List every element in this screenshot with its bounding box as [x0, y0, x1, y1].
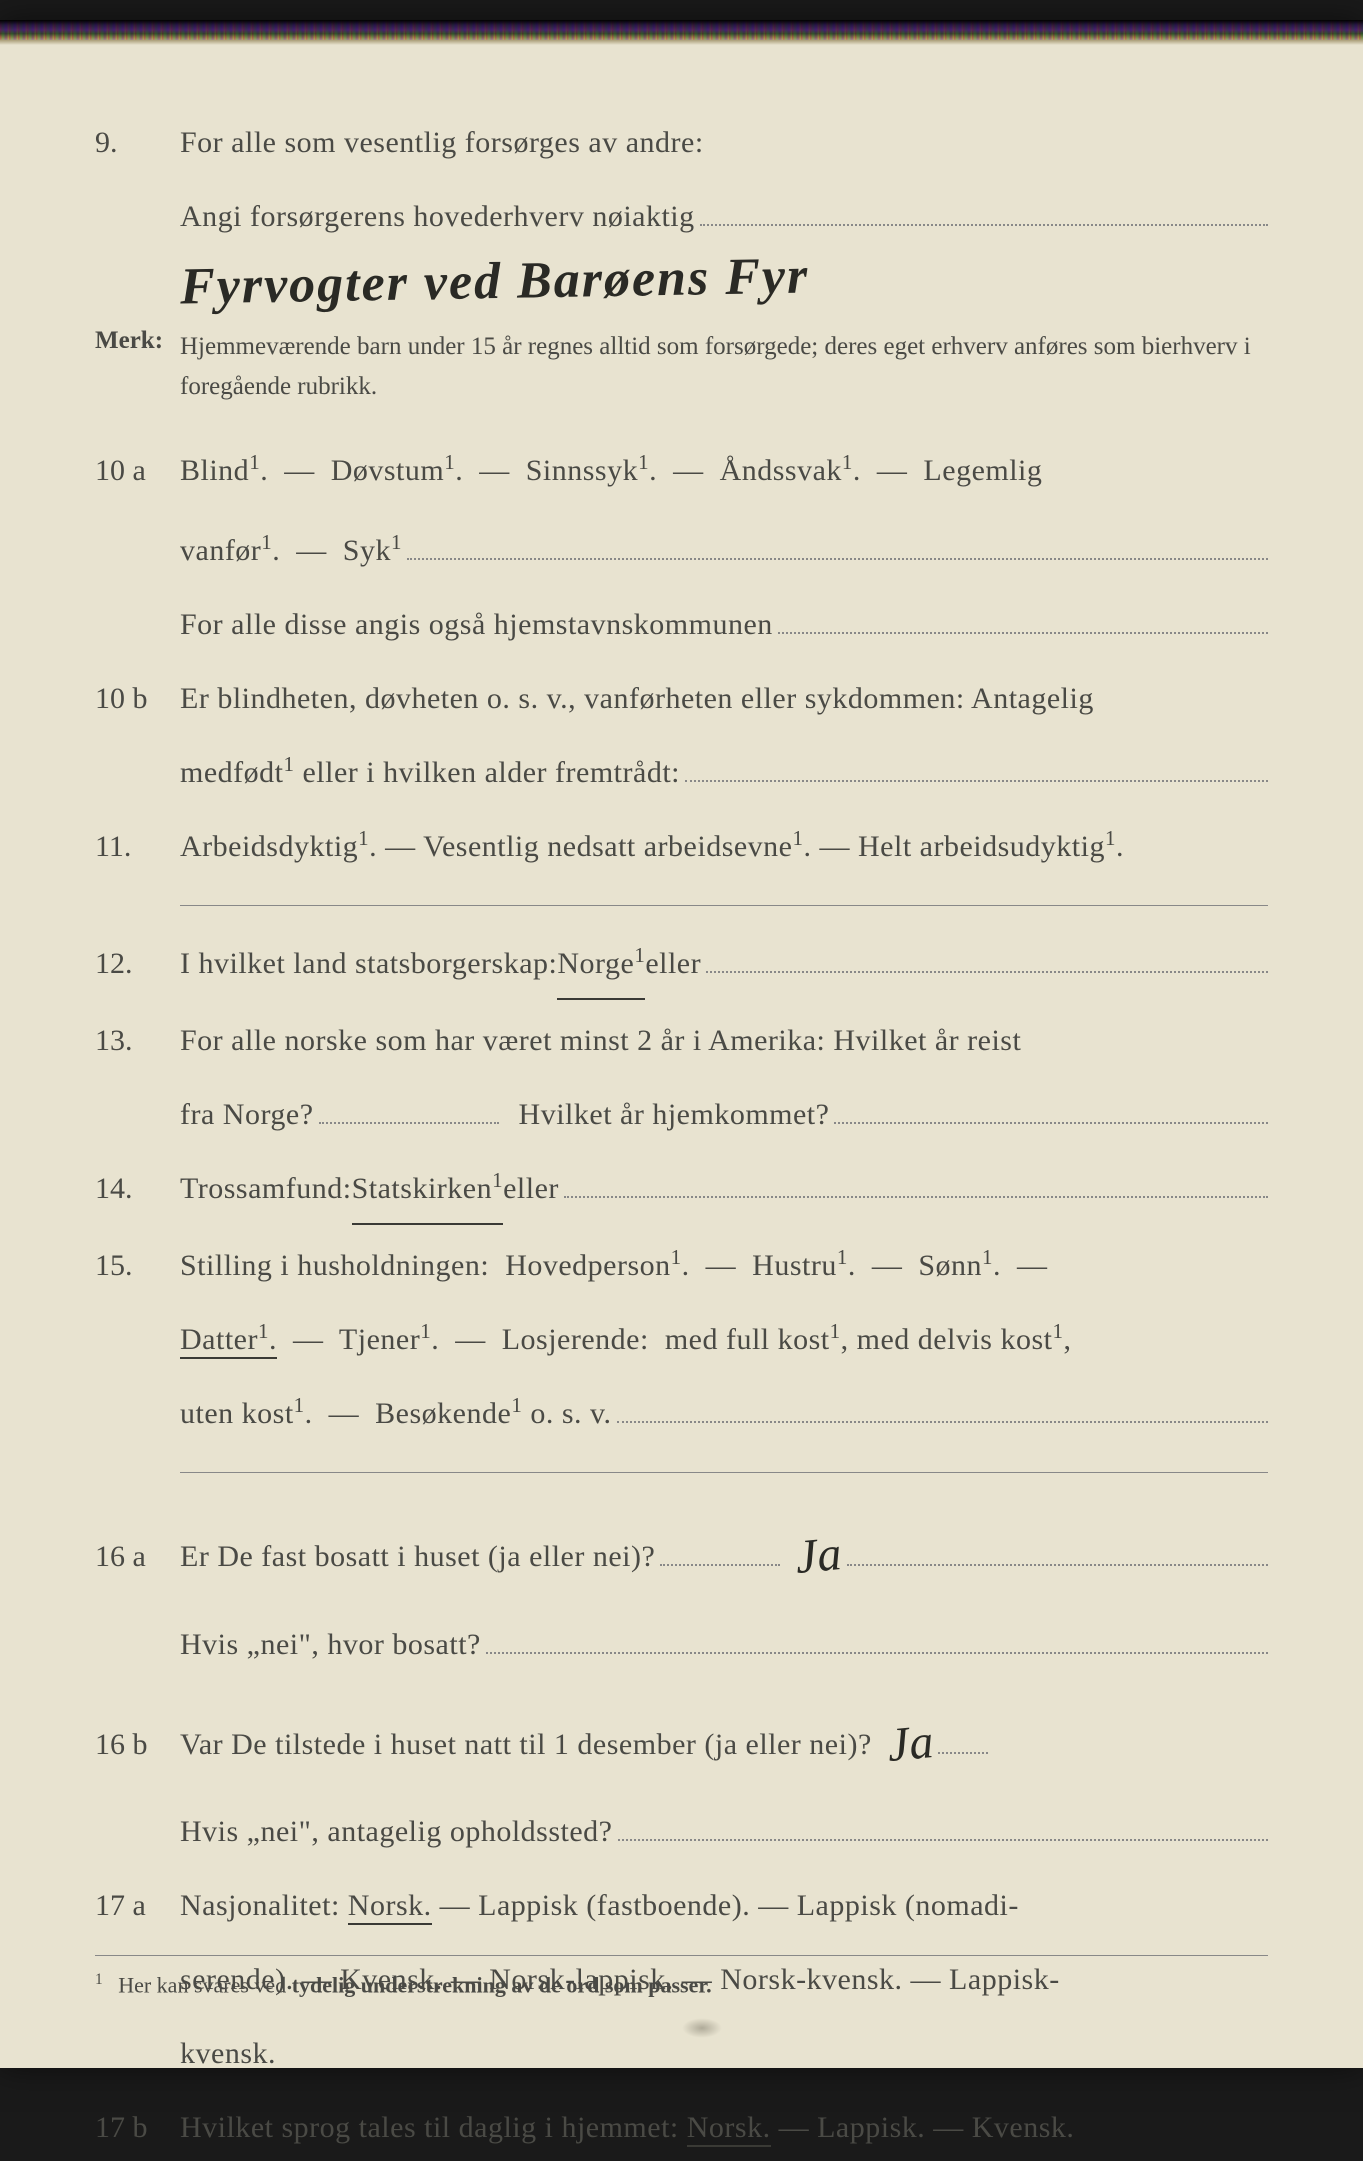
question-10a: 10 a Blind1. — Døvstum1. — Sinnssyk1. — …: [95, 432, 1268, 510]
footnote-text-prefix: Her kan svares ved: [118, 1972, 292, 1997]
question-text: Er blindheten, døvheten o. s. v., vanfør…: [180, 666, 1268, 732]
question-text: — Lappisk (fastboende). — Lappisk (nomad…: [440, 1889, 1019, 1922]
question-number: 10 b: [95, 666, 180, 732]
question-text: eller: [503, 1156, 559, 1222]
question-text: uten kost1. — Besøkende1 o. s. v.: [180, 1381, 612, 1447]
question-number: 10 a: [95, 438, 180, 504]
dotted-line: [407, 558, 1268, 560]
question-17b: 17 b Hvilket sprog tales til daglig i hj…: [95, 2095, 1268, 2161]
question-11: 11. Arbeidsdyktig1. — Vesentlig nedsatt …: [95, 814, 1268, 880]
question-16a: 16 a Er De fast bosatt i huset (ja eller…: [95, 1498, 1268, 1604]
dotted-line: [685, 780, 1268, 782]
question-text: Angi forsørgerens hovederhverv nøiaktig: [180, 184, 695, 250]
underlined-answer: Datter1.: [180, 1323, 277, 1359]
question-text: Var De tilstede i huset natt til 1 desem…: [180, 1712, 872, 1778]
dotted-line: [486, 1652, 1268, 1654]
question-9: 9. For alle som vesentlig forsørges av a…: [95, 110, 1268, 176]
question-text: — Lappisk. — Kvensk.: [779, 2111, 1075, 2144]
question-16b-line2: Hvis „nei", antagelig opholdssted?: [95, 1799, 1268, 1865]
question-16a-line2: Hvis „nei", hvor bosatt?: [95, 1612, 1268, 1678]
question-15-line2: Datter1. — Tjener1. — Losjerende: med fu…: [95, 1307, 1268, 1373]
paper-smudge: [682, 2018, 722, 2038]
question-9-line2: Angi forsørgerens hovederhverv nøiaktig: [95, 184, 1268, 250]
question-text: vanfør1. — Syk1: [180, 518, 402, 584]
dotted-line: [847, 1564, 1268, 1566]
question-text: Hvilket år hjemkommet?: [519, 1082, 830, 1148]
question-10a-line2: vanfør1. — Syk1: [95, 518, 1268, 584]
merk-note: Merk: Hjemmeværende barn under 15 år reg…: [95, 327, 1268, 407]
underlined-answer: Statskirken1: [352, 1156, 504, 1225]
question-10b: 10 b Er blindheten, døvheten o. s. v., v…: [95, 666, 1268, 732]
dotted-line: [319, 1122, 499, 1124]
question-text: Blind1. — Døvstum1. — Sinnssyk1. — Åndss…: [180, 454, 1042, 487]
question-text: Trossamfund:: [180, 1156, 352, 1222]
question-17a: 17 a Nasjonalitet: Norsk. — Lappisk (fas…: [95, 1873, 1268, 1939]
divider: [180, 905, 1268, 906]
merk-label: Merk:: [95, 327, 180, 407]
question-number: 11.: [95, 814, 180, 880]
dotted-line: [938, 1752, 988, 1754]
dotted-line: [564, 1196, 1268, 1198]
question-text: fra Norge?: [180, 1082, 314, 1148]
question-text: — Tjener1. — Losjerende: med full kost1,…: [285, 1323, 1072, 1356]
question-text: eller: [645, 931, 701, 997]
question-text: For alle som vesentlig forsørges av andr…: [180, 110, 1268, 176]
question-text: Hvilket sprog tales til daglig i hjemmet…: [180, 2111, 687, 2144]
underlined-answer: Norsk.: [687, 2111, 771, 2147]
merk-text: Hjemmeværende barn under 15 år regnes al…: [180, 327, 1268, 407]
question-text: Hvis „nei", hvor bosatt?: [180, 1612, 481, 1678]
question-text: Er De fast bosatt i huset (ja eller nei)…: [180, 1524, 655, 1590]
question-number: 13.: [95, 1008, 180, 1074]
underlined-answer: Norge1: [557, 931, 645, 1000]
question-number: 9.: [95, 110, 180, 176]
dotted-line: [834, 1122, 1268, 1124]
question-number: 12.: [95, 931, 180, 997]
dotted-line: [778, 632, 1268, 634]
census-form-page: 9. For alle som vesentlig forsørges av a…: [0, 20, 1363, 2068]
question-text: Nasjonalitet:: [180, 1889, 348, 1922]
footnote-text-bold: tydelig understrekning av de ord som pas…: [292, 1972, 712, 1997]
dotted-line: [618, 1839, 1269, 1841]
question-text: Stilling i husholdningen: Hovedperson1. …: [180, 1233, 1268, 1299]
question-number: 16 a: [95, 1524, 180, 1590]
question-13: 13. For alle norske som har været minst …: [95, 1008, 1268, 1074]
dotted-line: [617, 1421, 1268, 1423]
question-text: I hvilket land statsborgerskap:: [180, 931, 557, 997]
question-15-line3: uten kost1. — Besøkende1 o. s. v.: [95, 1381, 1268, 1447]
question-text: Arbeidsdyktig1. — Vesentlig nedsatt arbe…: [180, 814, 1268, 880]
handwritten-answer-16b: Ja: [883, 1689, 938, 1798]
question-number: 17 b: [95, 2095, 180, 2161]
question-13-line2: fra Norge? Hvilket år hjemkommet?: [95, 1082, 1268, 1148]
question-16b: 16 b Var De tilstede i huset natt til 1 …: [95, 1686, 1268, 1792]
scan-noise-artifact: [0, 20, 1363, 40]
handwritten-answer-q9: Fyrvogter ved Barøens Fyr: [180, 239, 1269, 317]
divider: [180, 1472, 1268, 1473]
question-10a-line3: For alle disse angis også hjemstavnskomm…: [95, 592, 1268, 658]
question-text: For alle disse angis også hjemstavnskomm…: [180, 592, 773, 658]
question-text: For alle norske som har været minst 2 år…: [180, 1008, 1268, 1074]
footnote-marker: 1: [95, 1971, 103, 1988]
question-text: kvensk.: [180, 2021, 1268, 2087]
underlined-answer: Norsk.: [348, 1889, 432, 1925]
handwritten-answer-16a: Ja: [791, 1501, 846, 1610]
question-number: 17 a: [95, 1873, 180, 1939]
question-number: 16 b: [95, 1712, 180, 1778]
question-text: Hvis „nei", antagelig opholdssted?: [180, 1799, 613, 1865]
question-15: 15. Stilling i husholdningen: Hovedperso…: [95, 1233, 1268, 1299]
footnote: 1 Her kan svares ved tydelig understrekn…: [95, 1955, 1268, 1998]
question-14: 14. Trossamfund: Statskirken1 eller: [95, 1156, 1268, 1225]
question-text: medfødt1 eller i hvilken alder fremtrådt…: [180, 740, 680, 806]
dotted-line: [700, 224, 1268, 226]
question-number: 15.: [95, 1233, 180, 1299]
dotted-line: [660, 1564, 780, 1566]
question-12: 12. I hvilket land statsborgerskap: Norg…: [95, 931, 1268, 1000]
dotted-line: [706, 971, 1268, 973]
question-10b-line2: medfødt1 eller i hvilken alder fremtrådt…: [95, 740, 1268, 806]
question-number: 14.: [95, 1156, 180, 1222]
footnote-divider: [95, 1955, 1268, 1956]
